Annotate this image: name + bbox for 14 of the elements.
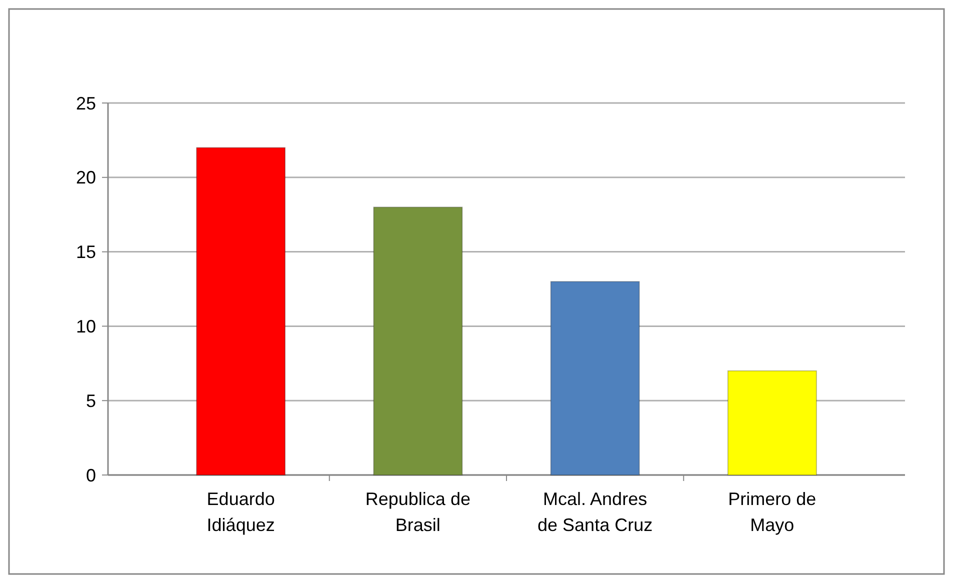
y-tick-label: 10: [76, 316, 96, 336]
y-tick-label: 0: [86, 465, 96, 486]
y-tick-label: 25: [76, 93, 96, 114]
bar: [727, 370, 817, 476]
x-tick-label: Eduardo Idiáquez: [206, 489, 275, 535]
x-tick-label: Republica de Brasil: [365, 489, 470, 535]
x-tick-label: Mcal. Andres de Santa Cruz: [538, 489, 653, 535]
x-tick-label: Primero de Mayo: [728, 489, 816, 535]
y-tick-label: 5: [86, 390, 96, 411]
bar: [373, 206, 463, 476]
y-tick-label: 20: [76, 168, 96, 188]
bar: [196, 147, 286, 476]
bar: [550, 281, 640, 476]
y-tick-label: 15: [76, 242, 96, 262]
